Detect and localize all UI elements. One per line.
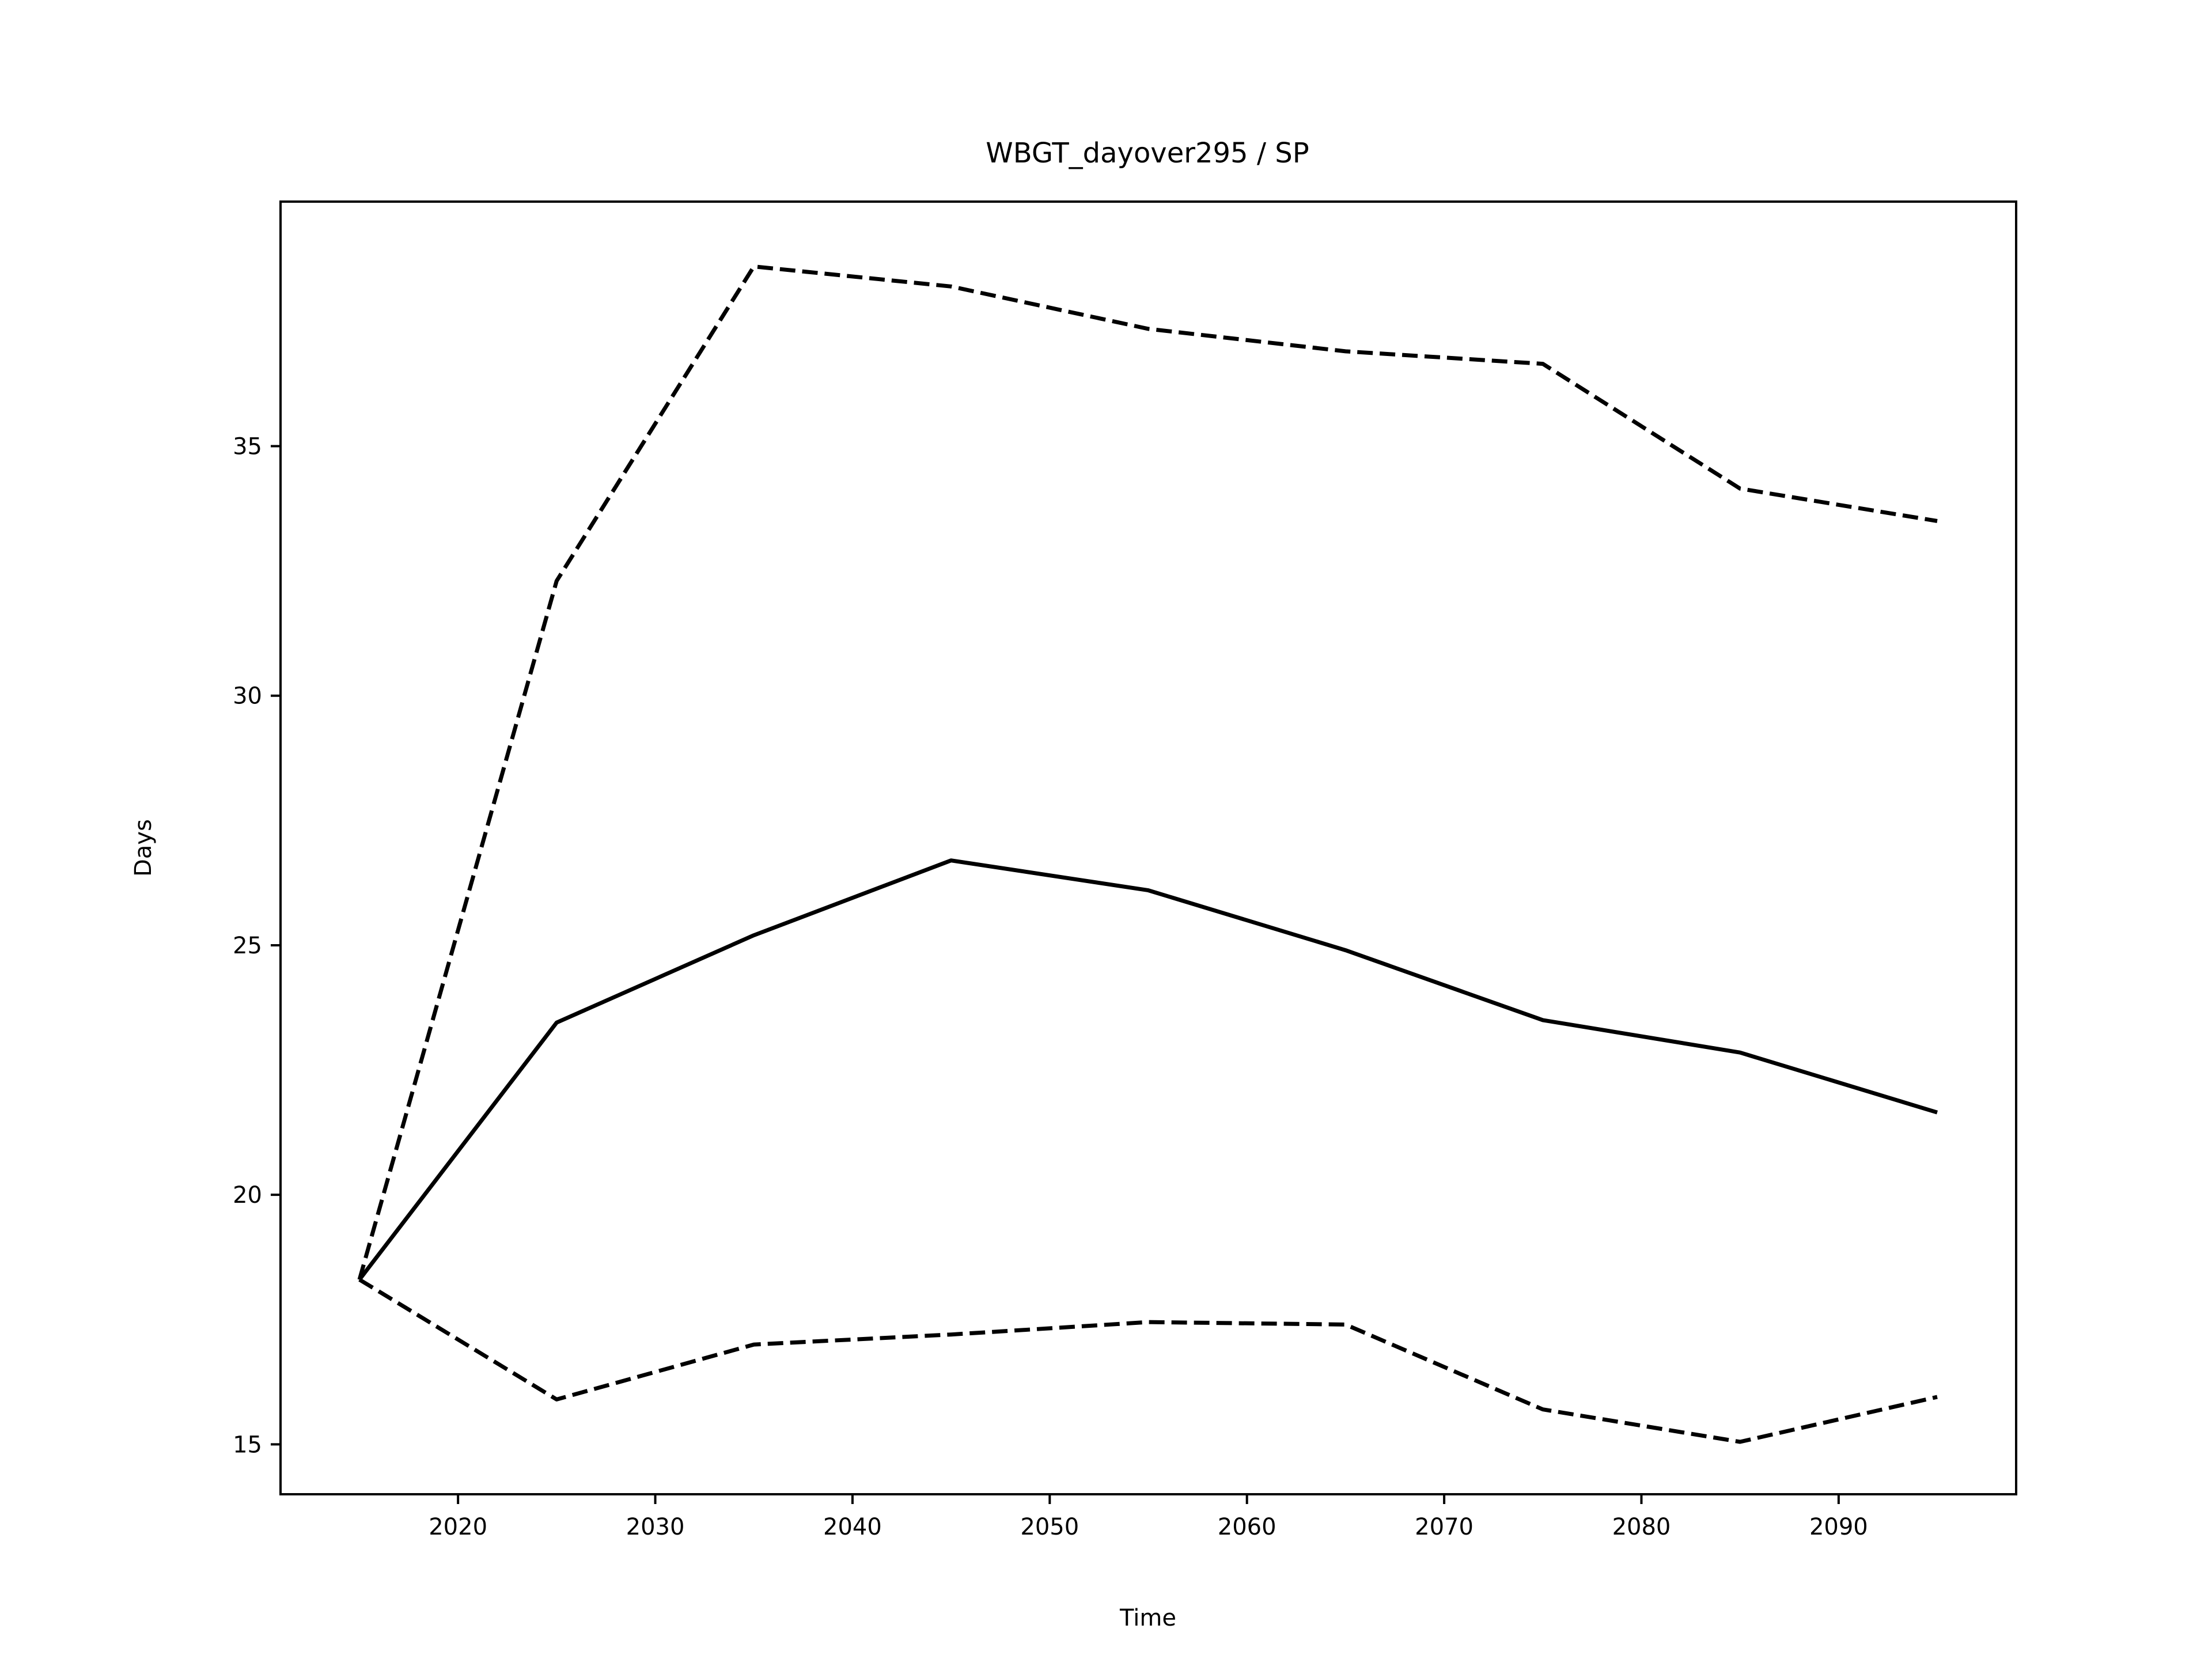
chart-title: WBGT_dayover295 / SP — [986, 137, 1309, 169]
y-tick-label: 30 — [233, 683, 262, 710]
x-tick-label: 2080 — [1612, 1514, 1671, 1540]
x-tick-label: 2070 — [1415, 1514, 1474, 1540]
x-tick-label: 2090 — [1809, 1514, 1868, 1540]
series-group — [357, 264, 1938, 1444]
series-line-2 — [358, 858, 1938, 1281]
x-axis: 2020 2030 2040 2050 2060 2070 2080 2090 — [429, 1494, 1868, 1540]
series-line-1 — [357, 264, 1938, 1281]
y-tick-label: 35 — [233, 434, 262, 460]
y-tick-label: 20 — [233, 1182, 262, 1209]
series-line-3 — [358, 1278, 1938, 1444]
plot-frame — [279, 200, 2017, 1495]
x-tick-label: 2050 — [1020, 1514, 1079, 1540]
x-tick-label: 2060 — [1218, 1514, 1277, 1540]
y-tick-label: 25 — [233, 933, 262, 959]
x-tick-label: 2030 — [626, 1514, 685, 1540]
x-tick-label: 2040 — [823, 1514, 882, 1540]
y-tick-label: 15 — [233, 1431, 262, 1458]
x-axis-label: Time — [1119, 1605, 1176, 1631]
y-axis: 15 20 25 30 35 — [233, 434, 281, 1458]
y-axis-label: Days — [130, 819, 157, 877]
x-tick-label: 2020 — [429, 1514, 487, 1540]
